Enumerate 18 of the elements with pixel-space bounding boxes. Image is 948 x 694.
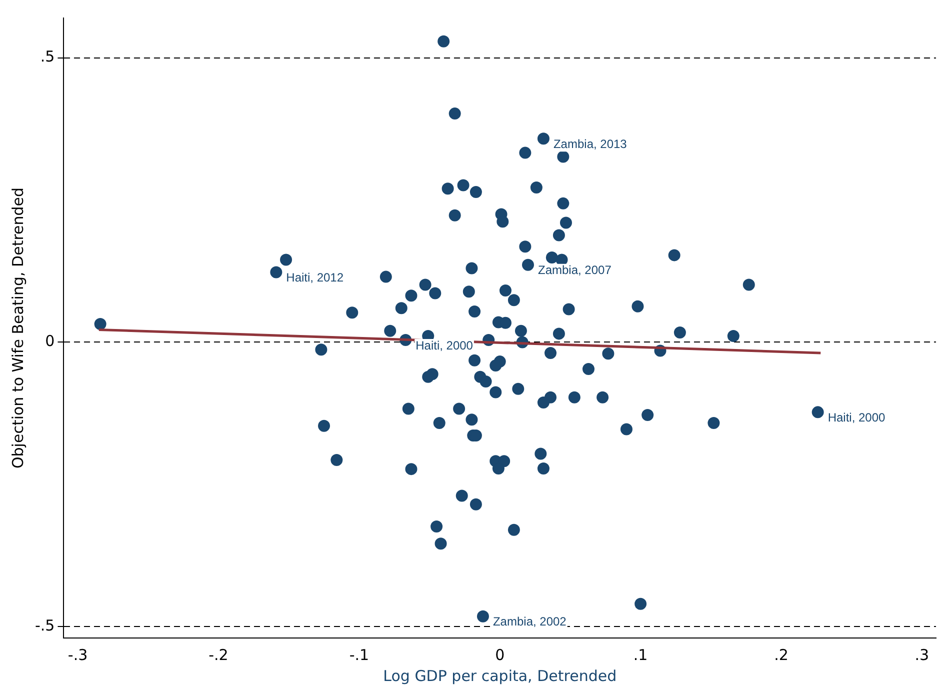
x-tick-label: .2: [774, 646, 788, 664]
x-tick-label: 0: [495, 646, 505, 664]
annotation: Zambia, 2002: [492, 614, 567, 629]
annotation: Haiti, 2000: [828, 410, 886, 424]
annotation: Zambia, 2013: [553, 136, 628, 151]
x-tick-label: .1: [633, 646, 648, 664]
y-tick-label: -.5: [34, 616, 55, 635]
annotation: Haiti, 2000: [416, 338, 474, 352]
annotation: Haiti, 2012: [286, 270, 344, 285]
x-tick-label: -.2: [208, 646, 228, 664]
x-tick-label: .3: [914, 646, 930, 664]
y-axis-title: Objection to Wife Beating, Detrended: [8, 187, 27, 469]
x-tick-label: -.1: [349, 646, 370, 664]
y-tick-label: .5: [40, 48, 55, 66]
x-tick-label: -.3: [68, 646, 88, 664]
y-tick-label: 0: [45, 332, 55, 350]
x-axis-title: Log GDP per capita, Detrended: [383, 666, 617, 685]
annotation: Zambia, 2007: [538, 263, 612, 278]
